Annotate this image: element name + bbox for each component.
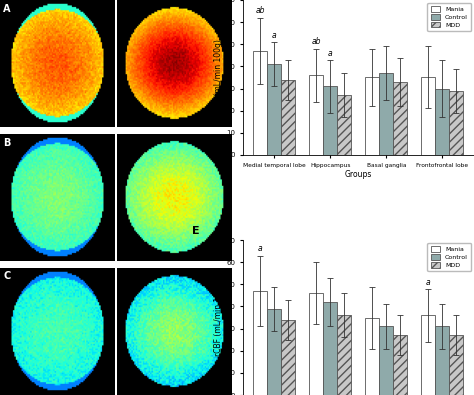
Bar (253, 291, 267, 395)
Bar (421, 77, 436, 155)
Legend: Mania, Control, MDD: Mania, Control, MDD (428, 3, 471, 31)
Bar (393, 82, 408, 155)
Text: B: B (3, 137, 11, 148)
Bar (436, 326, 449, 395)
Bar (267, 64, 281, 155)
Bar (365, 77, 379, 155)
Text: C: C (3, 271, 11, 281)
Bar (267, 309, 281, 395)
Bar (323, 86, 337, 155)
Bar (310, 75, 323, 155)
Y-axis label: rCBF (mL/min 100g): rCBF (mL/min 100g) (214, 279, 223, 356)
Text: a: a (258, 245, 263, 253)
Bar (310, 293, 323, 395)
Text: A: A (3, 4, 11, 14)
Bar (436, 88, 449, 155)
X-axis label: Groups: Groups (345, 170, 372, 179)
Text: a: a (426, 278, 431, 286)
Bar (379, 73, 393, 155)
Bar (281, 80, 295, 155)
Bar (253, 51, 267, 155)
Bar (365, 318, 379, 395)
Legend: Mania, Control, MDD: Mania, Control, MDD (428, 243, 471, 271)
Bar (393, 335, 408, 395)
Y-axis label: rCBF (mL/min 100g): rCBF (mL/min 100g) (214, 39, 223, 116)
Bar (281, 320, 295, 395)
Bar (323, 302, 337, 395)
Bar (449, 335, 464, 395)
Bar (337, 95, 351, 155)
Text: E: E (192, 226, 200, 236)
Bar (421, 315, 436, 395)
Text: ab: ab (311, 38, 321, 47)
Text: a: a (328, 49, 333, 58)
Bar (379, 326, 393, 395)
Text: a: a (272, 31, 277, 40)
Text: ab: ab (255, 6, 265, 15)
Bar (337, 315, 351, 395)
Bar (449, 91, 464, 155)
